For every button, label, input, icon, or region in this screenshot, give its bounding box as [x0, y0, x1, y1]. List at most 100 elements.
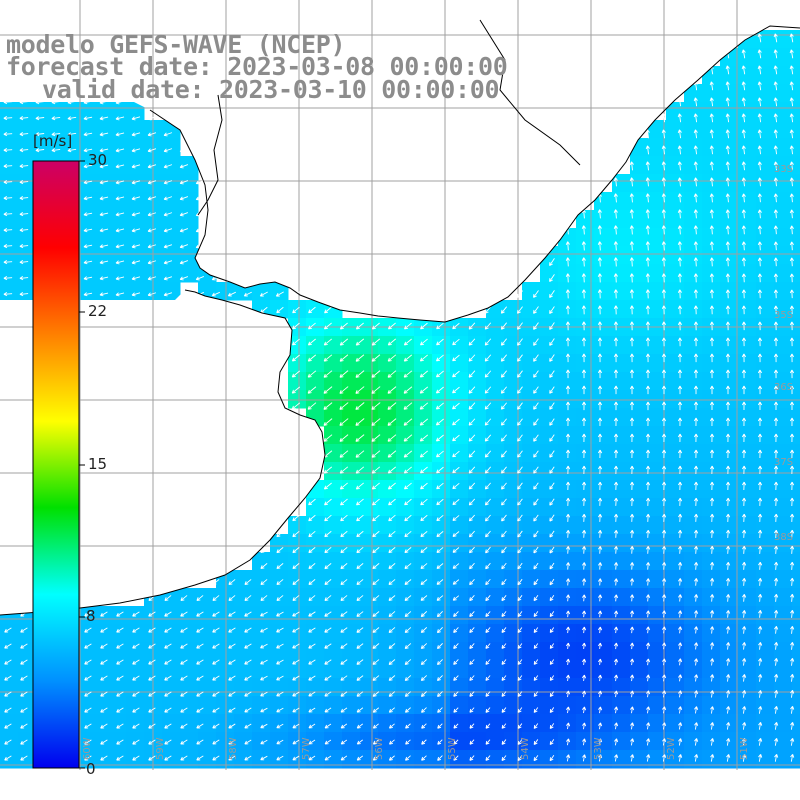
wind-cell	[270, 606, 289, 625]
wind-arrow	[661, 193, 666, 203]
wind-cell	[558, 606, 577, 625]
wind-arrow	[244, 659, 252, 665]
wind-arrow	[709, 257, 714, 267]
wind-cell	[360, 480, 379, 499]
wind-arrow	[581, 546, 587, 554]
wind-cell	[648, 624, 667, 643]
wind-arrow	[83, 148, 93, 153]
wind-cell	[450, 570, 469, 589]
wind-cell	[684, 624, 703, 643]
wind-cell	[720, 750, 739, 769]
wind-cell	[360, 534, 379, 553]
wind-arrow	[645, 369, 651, 379]
wind-arrow	[629, 497, 635, 506]
wind-arrow	[436, 627, 443, 634]
wind-cell	[324, 462, 343, 481]
wind-arrow	[533, 434, 539, 442]
wind-arrow	[356, 723, 364, 729]
wind-cell	[468, 372, 487, 391]
wind-arrow	[614, 722, 619, 730]
wind-arrow	[468, 530, 475, 538]
wind-arrow	[260, 563, 268, 570]
wind-cell	[306, 678, 325, 697]
wind-arrow	[661, 529, 667, 538]
wind-cell	[774, 714, 793, 733]
wind-cell	[594, 498, 613, 517]
wind-arrow	[147, 228, 157, 233]
wind-arrow	[661, 289, 666, 299]
wind-cell	[612, 570, 631, 589]
wind-arrow	[452, 531, 460, 537]
wind-arrow	[340, 755, 348, 761]
wind-arrow	[645, 674, 651, 682]
wind-cell	[630, 408, 649, 427]
wind-cell	[90, 228, 109, 247]
wind-cell	[738, 336, 757, 355]
lat-lon-grid	[0, 0, 800, 770]
wind-arrow	[677, 289, 682, 299]
wind-cell	[684, 516, 703, 535]
wind-arrow	[517, 466, 523, 474]
wind-arrow	[452, 322, 460, 330]
wind-cell	[720, 354, 739, 373]
wind-arrow	[291, 291, 300, 297]
wind-arrow	[147, 148, 157, 153]
wind-arrow	[661, 177, 666, 187]
wind-cell	[342, 624, 361, 643]
wind-cell	[18, 174, 37, 193]
wind-arrow	[773, 145, 778, 155]
wind-cell	[396, 354, 415, 373]
wind-arrow	[501, 498, 507, 506]
wind-cell	[738, 444, 757, 463]
wind-cell	[288, 390, 307, 409]
wind-arrow	[387, 482, 396, 490]
wind-arrow	[629, 337, 635, 347]
wind-arrow	[20, 755, 28, 761]
wind-arrow	[709, 385, 715, 395]
wind-arrow	[694, 610, 699, 618]
wind-arrow	[323, 434, 333, 442]
wind-arrow	[485, 578, 491, 586]
wind-arrow	[308, 643, 316, 649]
wind-arrow	[645, 513, 651, 522]
wind-cell	[396, 588, 415, 607]
wind-arrow	[453, 739, 459, 745]
wind-arrow	[195, 276, 205, 281]
wind-arrow	[453, 691, 459, 697]
wind-arrow	[260, 755, 268, 761]
wind-cell	[558, 570, 577, 589]
wind-cell	[90, 732, 109, 751]
wind-arrow	[549, 258, 555, 267]
wind-arrow	[323, 386, 333, 394]
wind-arrow	[693, 481, 699, 490]
wind-cell	[396, 372, 415, 391]
wind-cell	[756, 480, 775, 499]
wind-cell	[792, 30, 800, 49]
wind-arrow	[437, 691, 443, 697]
wind-cell	[666, 696, 685, 715]
wind-arrow	[549, 578, 555, 586]
lon-label: 52W	[666, 737, 677, 760]
wind-arrow	[677, 145, 682, 155]
wind-arrow	[211, 275, 220, 281]
wind-cell	[360, 642, 379, 661]
wind-arrow	[789, 401, 795, 411]
wind-cell	[270, 696, 289, 715]
wind-arrow	[517, 498, 523, 506]
wind-arrow	[757, 497, 763, 506]
wind-cell	[630, 588, 649, 607]
wind-arrow	[484, 434, 492, 442]
wind-arrow	[789, 209, 794, 219]
wind-arrow	[164, 659, 172, 665]
wind-cell	[792, 534, 800, 553]
wind-cell	[126, 210, 145, 229]
lon-label: 54W	[520, 737, 531, 760]
wind-cell	[306, 624, 325, 643]
wind-arrow	[741, 337, 747, 347]
wind-arrow	[276, 643, 284, 649]
wind-cell	[756, 426, 775, 445]
wind-arrow	[693, 369, 699, 379]
wind-arrow	[292, 675, 300, 681]
wind-arrow	[419, 418, 429, 426]
wind-cell	[792, 282, 800, 301]
